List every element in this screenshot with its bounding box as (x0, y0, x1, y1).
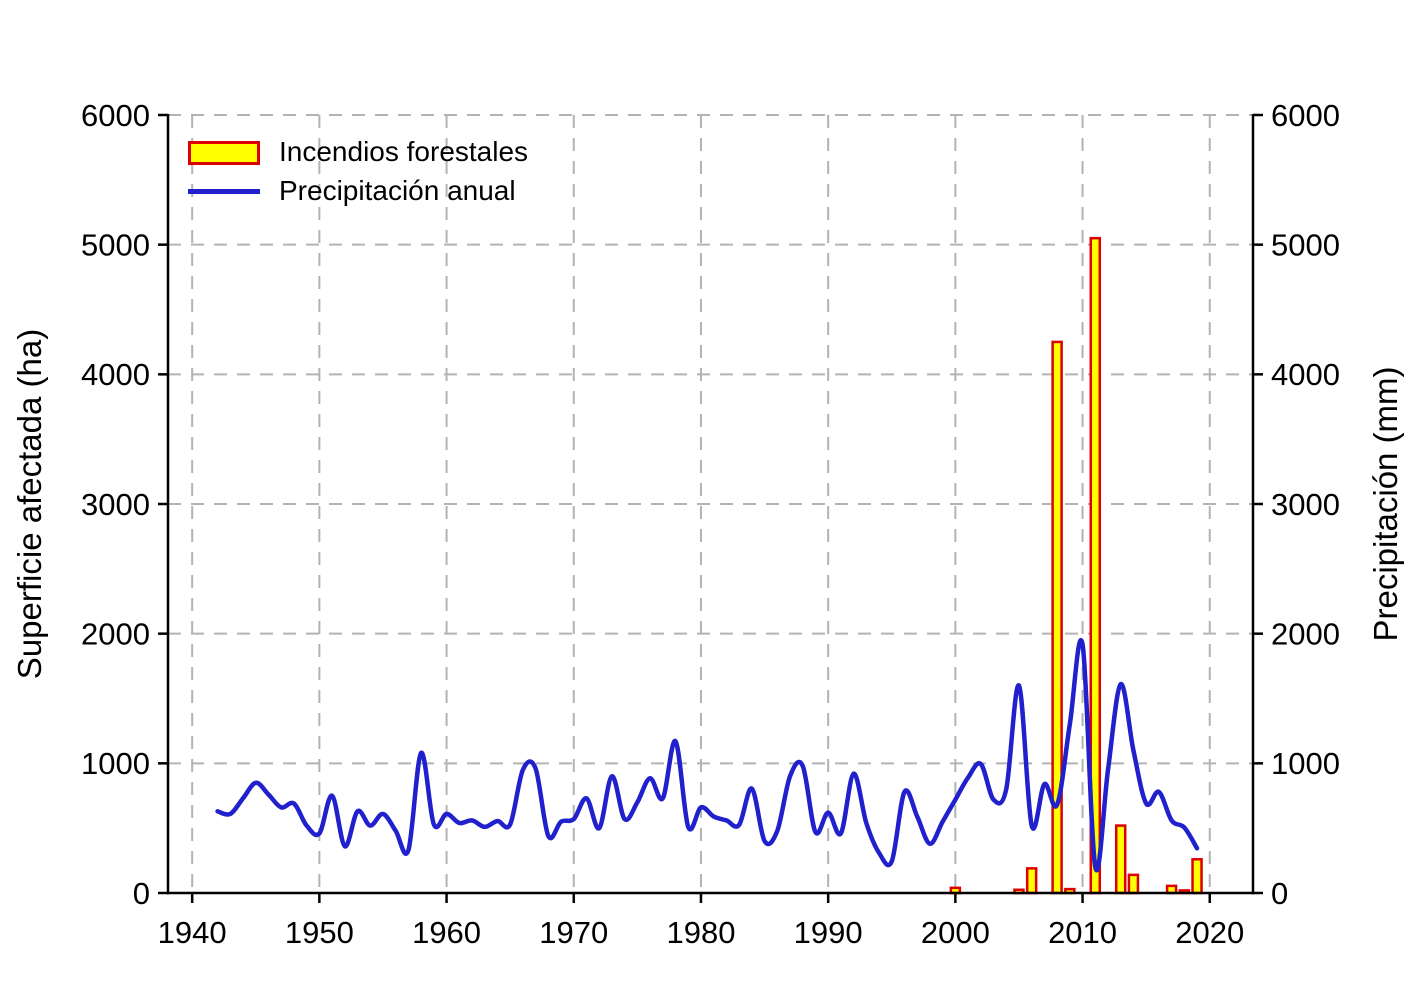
right-axis-tick-label: 3000 (1271, 487, 1340, 522)
fires-bar-swatch (188, 140, 260, 165)
x-axis-tick-label: 1970 (539, 915, 608, 950)
right-axis-tick-label: 0 (1271, 876, 1288, 911)
right-axis-title: Precipitación (mm) (1367, 366, 1404, 642)
legend-fires-label: Incendios forestales (279, 135, 529, 167)
right-axis-tick-label: 4000 (1271, 357, 1340, 392)
left-axis-tick-label: 5000 (81, 228, 150, 263)
left-axis-tick-label: 3000 (81, 487, 150, 522)
fire-bar (1114, 824, 1127, 895)
right-axis-tick-label: 1000 (1271, 746, 1340, 781)
legend-precipitation-label: Precipitación anual (279, 174, 516, 206)
x-axis-tick-label: 2020 (1175, 915, 1244, 950)
precipitation-line-swatch (188, 189, 260, 194)
legend: Incendios forestales Precipitación anual (188, 133, 528, 211)
x-axis-tick-label: 1990 (794, 915, 863, 950)
legend-item-precipitation: Precipitación anual (188, 172, 528, 211)
legend-item-fires: Incendios forestales (188, 133, 528, 172)
fire-bar (1025, 867, 1038, 895)
right-axis-tick-label: 5000 (1271, 228, 1340, 263)
x-axis-tick-label: 1950 (285, 915, 354, 950)
left-axis-tick-label: 0 (133, 876, 150, 911)
fire-bar (1191, 858, 1203, 895)
right-axis-tick-label: 2000 (1271, 617, 1340, 652)
left-axis-tick-label: 2000 (81, 617, 150, 652)
right-axis-tick-label: 6000 (1271, 98, 1340, 133)
left-axis-tick-label: 6000 (81, 98, 150, 133)
fire-bar (1051, 340, 1063, 895)
x-axis-tick-label: 1980 (666, 915, 735, 950)
x-axis-tick-label: 2010 (1048, 915, 1117, 950)
left-axis-tick-label: 4000 (81, 357, 150, 392)
left-axis-title: Superficie afectada (ha) (11, 328, 48, 680)
x-axis-tick-label: 1940 (158, 915, 227, 950)
precipitation-line (215, 638, 1200, 873)
x-axis-tick-label: 2000 (921, 915, 990, 950)
fire-bar (1127, 873, 1140, 895)
x-axis-tick-label: 1960 (412, 915, 481, 950)
left-axis-tick-label: 1000 (81, 746, 150, 781)
